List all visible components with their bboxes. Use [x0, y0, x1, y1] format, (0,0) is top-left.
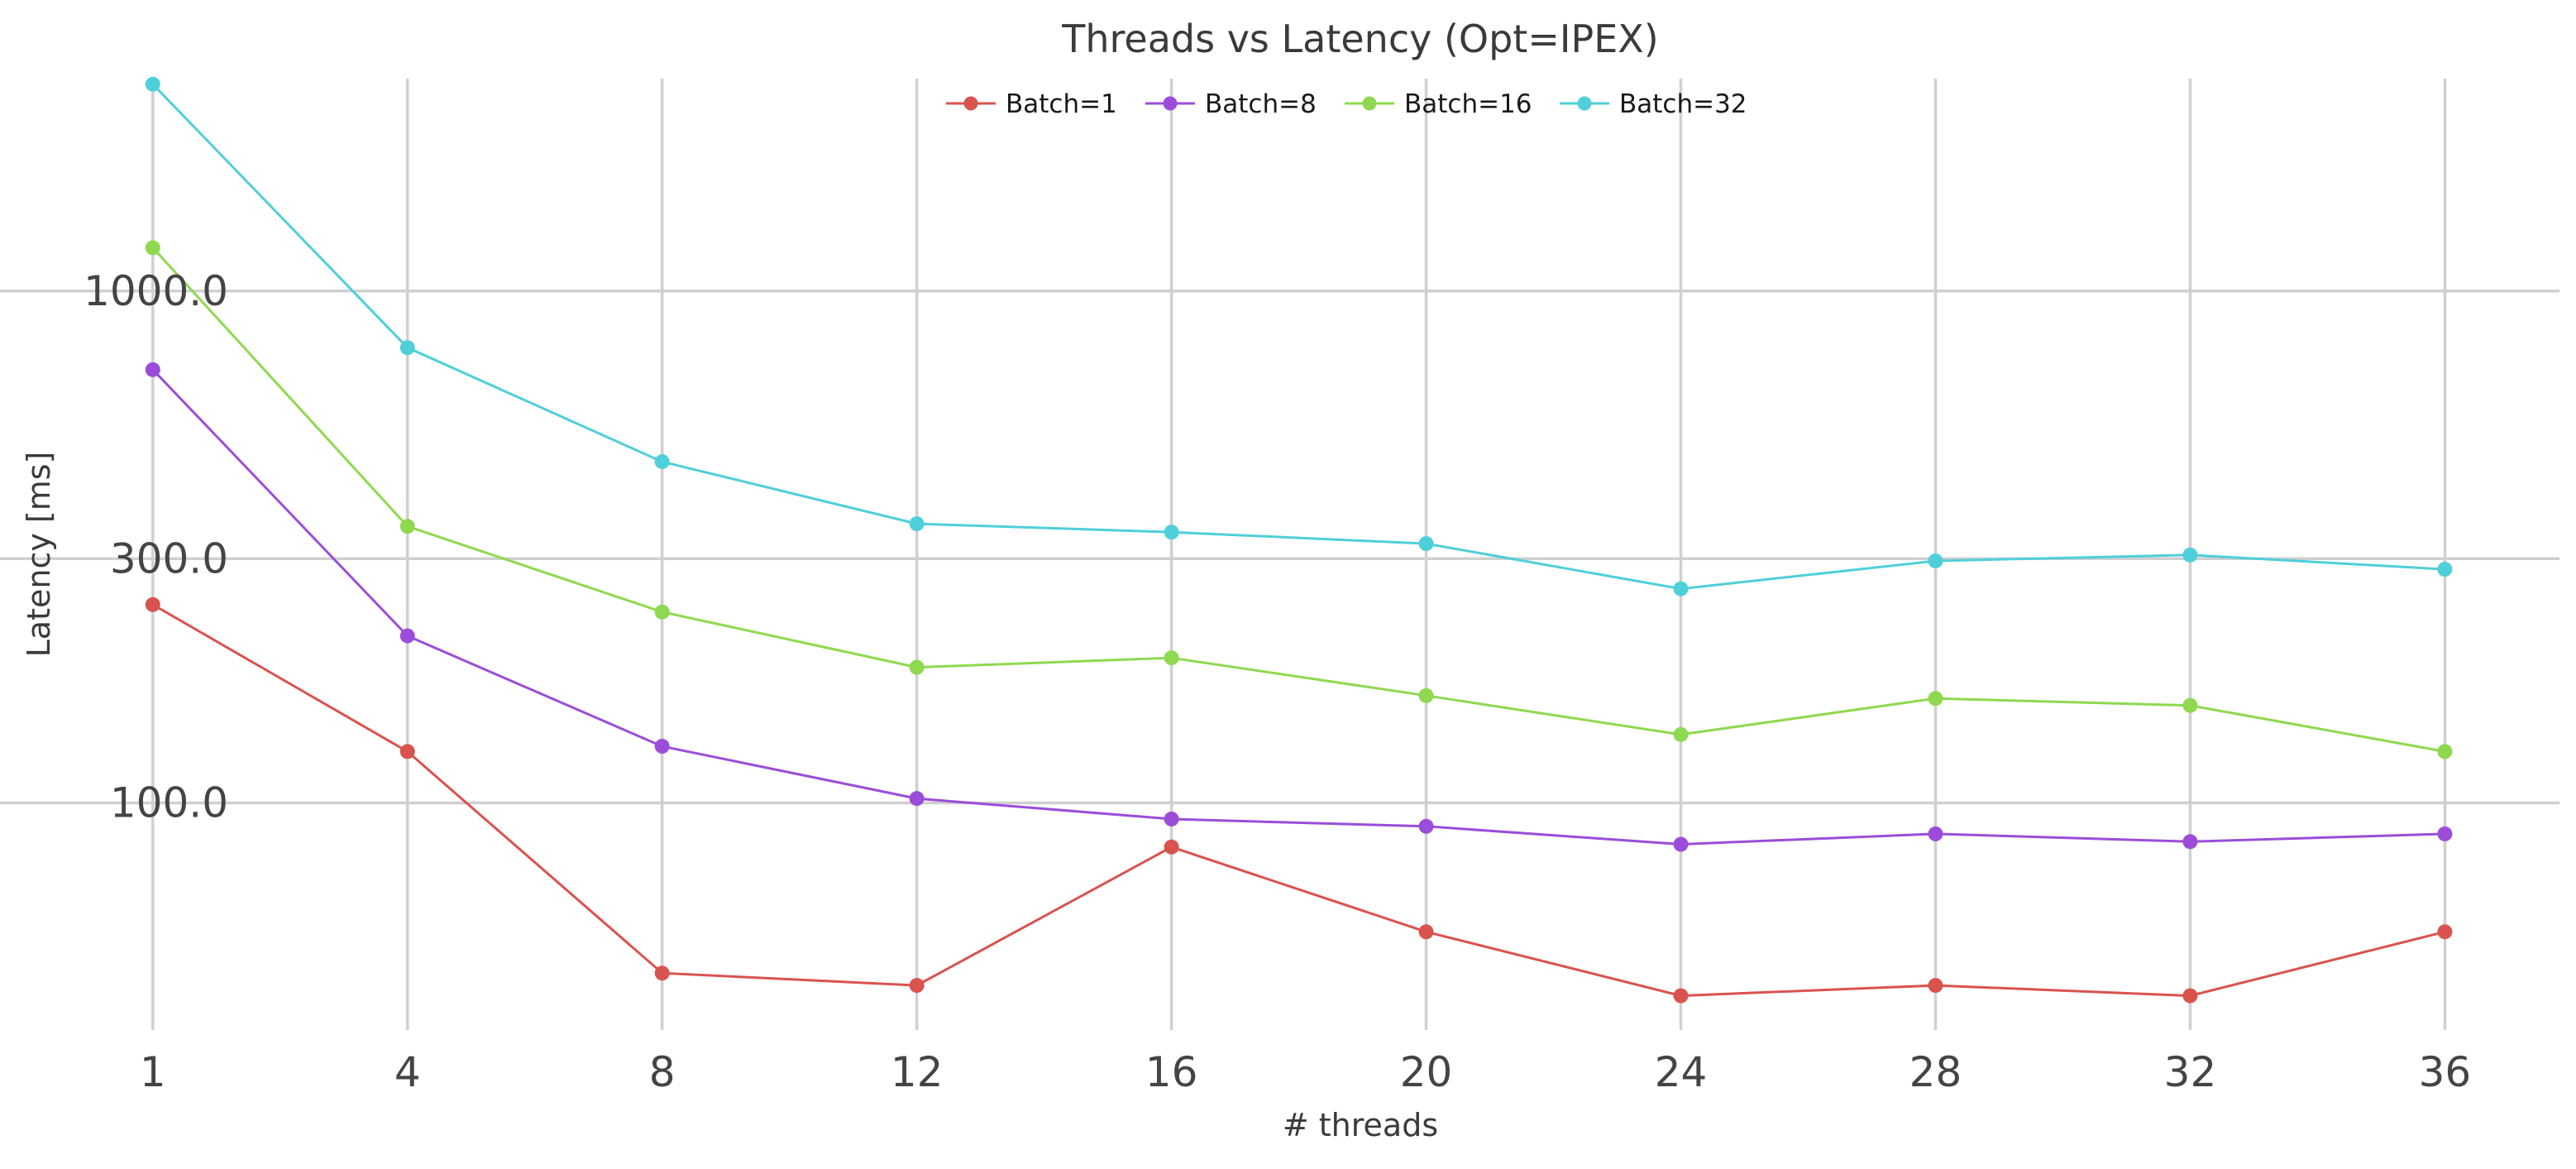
data-point — [1418, 688, 1434, 703]
legend-marker — [1163, 96, 1178, 111]
data-point — [654, 739, 670, 755]
data-point — [145, 240, 160, 256]
x-tick-label: 1 — [140, 1048, 166, 1096]
data-point — [2182, 547, 2198, 563]
data-point — [399, 628, 415, 644]
data-point — [399, 340, 415, 356]
x-tick-label: 36 — [2419, 1048, 2472, 1096]
x-tick-label: 12 — [891, 1048, 944, 1096]
x-tick-label: 24 — [1655, 1048, 1708, 1096]
data-point — [1418, 536, 1434, 552]
data-point — [1928, 553, 1943, 568]
legend-marker — [1577, 96, 1592, 111]
data-point — [2437, 562, 2453, 577]
legend-label: Batch=1 — [1006, 89, 1117, 119]
data-point — [145, 362, 160, 377]
legend-label: Batch=16 — [1404, 89, 1532, 119]
data-point — [909, 659, 925, 675]
series-line — [152, 603, 2445, 998]
series-line — [151, 83, 2445, 591]
x-tick-label: 28 — [1909, 1048, 1962, 1096]
data-point — [1928, 691, 1943, 707]
data-point — [2437, 924, 2453, 940]
legend-label: Batch=32 — [1619, 89, 1747, 119]
series-line — [151, 368, 2445, 846]
grid-lines — [0, 79, 2559, 1030]
data-point — [399, 744, 415, 759]
data-point — [1673, 836, 1689, 852]
legend: Batch=1 Batch=8 Batch=16 Batch=32 — [946, 89, 1747, 119]
legend-label: Batch=8 — [1205, 89, 1317, 119]
data-point — [1928, 826, 1943, 841]
data-point — [1164, 650, 1179, 666]
data-point — [1928, 978, 1943, 994]
x-tick-label: 8 — [649, 1048, 676, 1096]
data-point — [1164, 811, 1179, 826]
data-point — [909, 791, 925, 807]
data-point — [2437, 826, 2453, 841]
x-tick-label: 32 — [2164, 1048, 2217, 1096]
data-point — [145, 76, 160, 92]
data-point — [2182, 988, 2198, 1004]
x-tick-label: 4 — [394, 1048, 421, 1096]
data-point — [654, 604, 670, 620]
series-layer — [145, 76, 2453, 1004]
data-point — [2182, 834, 2198, 850]
y-axis-label: Latency [ms] — [21, 452, 57, 658]
legend-marker — [1362, 96, 1377, 111]
data-point — [1673, 726, 1689, 742]
data-point — [1418, 818, 1434, 834]
data-point — [1164, 839, 1179, 855]
data-point — [654, 454, 670, 470]
data-point — [909, 516, 925, 532]
data-point — [1673, 581, 1689, 596]
data-point — [399, 519, 415, 534]
data-point — [1418, 924, 1434, 940]
y-tick-label: 100.0 — [110, 779, 228, 826]
legend-marker — [963, 96, 978, 111]
x-tick-label: 16 — [1145, 1048, 1198, 1096]
x-axis-label: # threads — [1283, 1107, 1438, 1143]
data-point — [145, 596, 160, 612]
data-point — [909, 978, 925, 994]
chart-title: Threads vs Latency (Opt=IPEX) — [1061, 17, 1658, 61]
data-point — [2437, 744, 2453, 759]
y-tick-label: 300.0 — [110, 534, 228, 582]
series-line — [151, 247, 2445, 753]
y-tick-label: 1000.0 — [84, 267, 228, 315]
x-tick-label: 20 — [1400, 1048, 1453, 1096]
data-point — [1164, 525, 1179, 540]
data-point — [654, 965, 670, 981]
data-point — [2182, 697, 2198, 713]
tick-labels: 1 4 8 12 16 20 24 28 32 36 100.0 300.0 1000.0 — [84, 267, 2471, 1096]
data-point — [1673, 988, 1689, 1004]
